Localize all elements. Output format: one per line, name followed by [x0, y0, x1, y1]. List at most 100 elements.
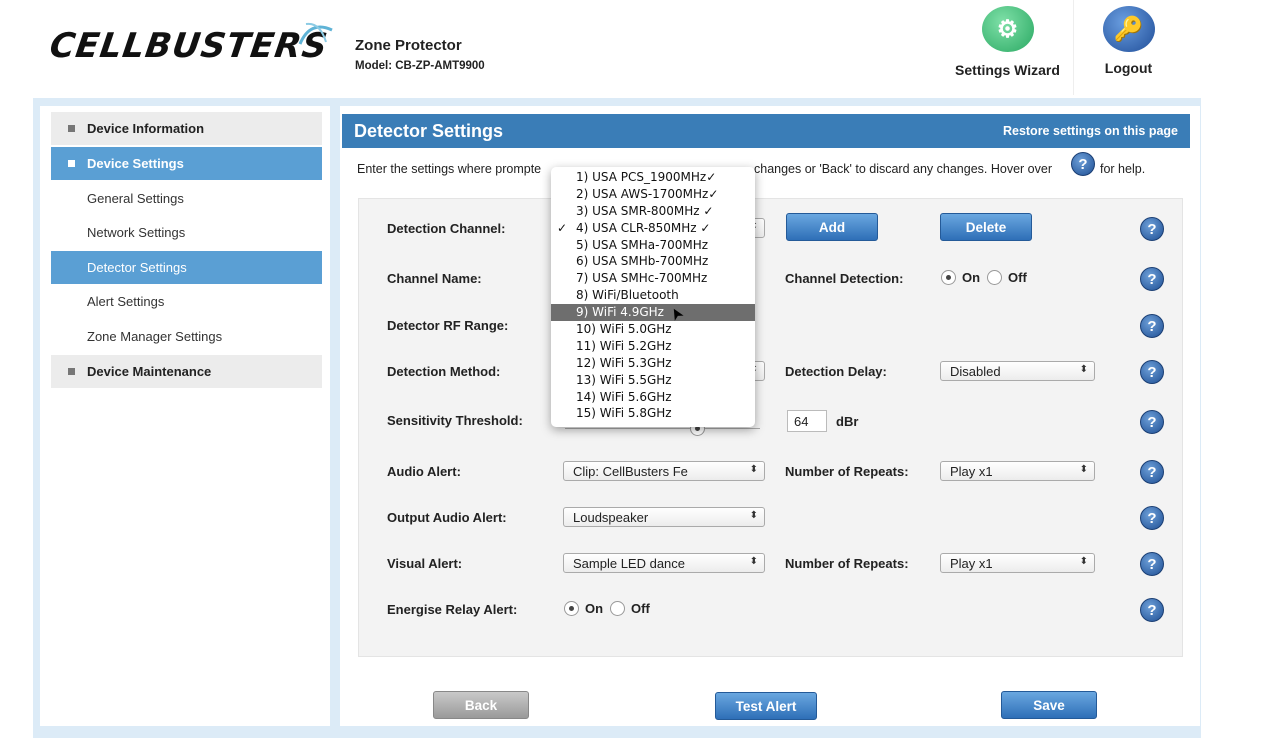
- checkmark-icon: ✓: [557, 220, 568, 235]
- dropdown-option[interactable]: 3) USA SMR-800MHz ✓: [551, 203, 755, 220]
- help-icon[interactable]: ?: [1140, 217, 1164, 241]
- dropdown-option[interactable]: 13) WiFi 5.5GHz: [551, 372, 755, 389]
- bullet-icon: [68, 125, 75, 132]
- dropdown-option-label: 7) USA SMHc-700MHz: [576, 271, 708, 286]
- dropdown-option[interactable]: 2) USA AWS-1700MHz✓: [551, 186, 755, 203]
- sidebar-item-general-settings[interactable]: General Settings: [51, 182, 322, 215]
- sensitivity-input[interactable]: 64: [787, 410, 827, 432]
- test-alert-button[interactable]: Test Alert: [715, 692, 817, 720]
- radio-selected-icon: [941, 270, 956, 285]
- radio-icon: [987, 270, 1002, 285]
- settings-wizard-button[interactable]: ⚙ Settings Wizard: [950, 6, 1065, 78]
- radio-label: Off: [1008, 270, 1027, 285]
- help-icon[interactable]: ?: [1140, 598, 1164, 622]
- help-icon[interactable]: ?: [1071, 152, 1095, 176]
- dropdown-option-label: 10) WiFi 5.0GHz: [576, 322, 672, 337]
- sidebar-item-device-information[interactable]: Device Information: [51, 112, 322, 145]
- sidebar-item-zone-manager-settings[interactable]: Zone Manager Settings: [51, 320, 322, 353]
- key-icon: 🔑: [1102, 6, 1155, 52]
- save-button[interactable]: Save: [1001, 691, 1097, 719]
- audio-repeats-select[interactable]: Play x1: [940, 461, 1095, 481]
- detection-delay-select[interactable]: Disabled: [940, 361, 1095, 381]
- settings-wizard-label: Settings Wizard: [955, 62, 1060, 78]
- dropdown-option-label: 5) USA SMHa-700MHz: [576, 237, 709, 252]
- logo-swoosh-icon: [298, 22, 333, 45]
- dropdown-option-label: 14) WiFi 5.6GHz: [576, 389, 672, 404]
- sidebar-item-label: Device Information: [87, 121, 205, 136]
- help-icon[interactable]: ?: [1140, 460, 1164, 484]
- dropdown-option-label: 9) WiFi 4.9GHz: [576, 305, 664, 320]
- channel-name-label: Channel Name:: [387, 271, 482, 286]
- restore-settings-link[interactable]: Restore settings on this page: [1002, 124, 1178, 138]
- divider: [1073, 0, 1074, 95]
- help-icon[interactable]: ?: [1140, 506, 1164, 530]
- audio-repeats-label: Number of Repeats:: [785, 464, 909, 479]
- dropdown-option-label: 12) WiFi 5.3GHz: [576, 355, 672, 370]
- delete-button[interactable]: Delete: [940, 213, 1032, 241]
- sidebar-item-label: Zone Manager Settings: [87, 329, 223, 344]
- detection-channel-dropdown-menu[interactable]: 1) USA PCS_1900MHz✓ 2) USA AWS-1700MHz✓ 3)…: [551, 167, 755, 427]
- dropdown-option[interactable]: 7) USA SMHc-700MHz: [551, 270, 755, 287]
- help-icon[interactable]: ?: [1140, 267, 1164, 291]
- output-audio-select[interactable]: Loudspeaker: [563, 507, 765, 527]
- sidebar-item-detector-settings[interactable]: Detector Settings: [51, 251, 322, 284]
- dropdown-option-label: 2) USA AWS-1700MHz✓: [576, 186, 719, 201]
- dropdown-option[interactable]: 10) WiFi 5.0GHz: [551, 321, 755, 338]
- sidebar-item-label: Device Maintenance: [87, 364, 212, 379]
- instructions-text: Enter the settings where prompte: [357, 162, 542, 176]
- sensitivity-unit: dBr: [836, 414, 859, 429]
- sidebar-item-device-maintenance[interactable]: Device Maintenance: [51, 355, 322, 388]
- rf-range-label: Detector RF Range:: [387, 318, 509, 333]
- visual-repeats-select[interactable]: Play x1: [940, 553, 1095, 573]
- dropdown-option[interactable]: 15) WiFi 5.8GHz: [551, 405, 755, 422]
- dropdown-option[interactable]: 14) WiFi 5.6GHz: [551, 389, 755, 406]
- sidebar-item-alert-settings[interactable]: Alert Settings: [51, 285, 322, 318]
- dropdown-option[interactable]: 12) WiFi 5.3GHz: [551, 355, 755, 372]
- detection-channel-label: Detection Channel:: [387, 221, 506, 236]
- page-title: Detector Settings: [354, 120, 504, 141]
- cellbusters-logo: CELLBUSTERS: [47, 26, 331, 66]
- sidebar-item-label: Network Settings: [87, 225, 186, 240]
- help-icon[interactable]: ?: [1140, 360, 1164, 384]
- sidebar-item-network-settings[interactable]: Network Settings: [51, 216, 322, 249]
- dropdown-option[interactable]: 9) WiFi 4.9GHz: [551, 304, 755, 322]
- sidebar-item-label: Alert Settings: [87, 294, 165, 309]
- dropdown-option[interactable]: 6) USA SMHb-700MHz: [551, 253, 755, 270]
- visual-alert-select[interactable]: Sample LED dance: [563, 553, 765, 573]
- add-button[interactable]: Add: [786, 213, 878, 241]
- logout-button[interactable]: 🔑 Logout: [1085, 6, 1172, 76]
- relay-off-radio[interactable]: Off: [610, 601, 650, 616]
- detection-method-label: Detection Method:: [387, 364, 501, 379]
- relay-on-radio[interactable]: On: [564, 601, 603, 616]
- help-icon[interactable]: ?: [1140, 552, 1164, 576]
- audio-alert-label: Audio Alert:: [387, 464, 461, 479]
- wizard-gear-icon: ⚙: [981, 6, 1034, 52]
- instructions-text-cont: changes or 'Back' to discard any changes…: [754, 162, 1052, 176]
- product-name: Zone Protector: [355, 37, 462, 54]
- dropdown-option[interactable]: 5) USA SMHa-700MHz: [551, 237, 755, 254]
- radio-icon: [610, 601, 625, 616]
- sidebar: [40, 106, 330, 726]
- dropdown-option[interactable]: ✓ 4) USA CLR-850MHz ✓: [551, 220, 755, 237]
- back-button[interactable]: Back: [433, 691, 529, 719]
- radio-label: On: [962, 270, 981, 285]
- dropdown-option-label: 3) USA SMR-800MHz ✓: [576, 203, 714, 218]
- instructions-text-end: for help.: [1100, 162, 1146, 176]
- dropdown-option-label: 8) WiFi/Bluetooth: [576, 288, 679, 303]
- sidebar-item-device-settings[interactable]: Device Settings: [51, 147, 322, 180]
- dropdown-option-label: 13) WiFi 5.5GHz: [576, 372, 672, 387]
- channel-detection-on-radio[interactable]: On: [941, 270, 980, 285]
- sensitivity-slider[interactable]: [565, 428, 760, 429]
- dropdown-option[interactable]: 11) WiFi 5.2GHz: [551, 338, 755, 355]
- help-icon[interactable]: ?: [1140, 314, 1164, 338]
- help-icon[interactable]: ?: [1140, 410, 1164, 434]
- radio-selected-icon: [564, 601, 579, 616]
- audio-alert-select[interactable]: Clip: CellBusters Fe: [563, 461, 765, 481]
- dropdown-option[interactable]: 8) WiFi/Bluetooth: [551, 287, 755, 304]
- channel-detection-off-radio[interactable]: Off: [987, 270, 1027, 285]
- dropdown-option[interactable]: 1) USA PCS_1900MHz✓: [551, 169, 755, 186]
- logout-label: Logout: [1104, 60, 1153, 76]
- model-number: Model: CB-ZP-AMT9900: [355, 60, 485, 72]
- sensitivity-label: Sensitivity Threshold:: [387, 413, 523, 428]
- radio-label: On: [585, 601, 604, 616]
